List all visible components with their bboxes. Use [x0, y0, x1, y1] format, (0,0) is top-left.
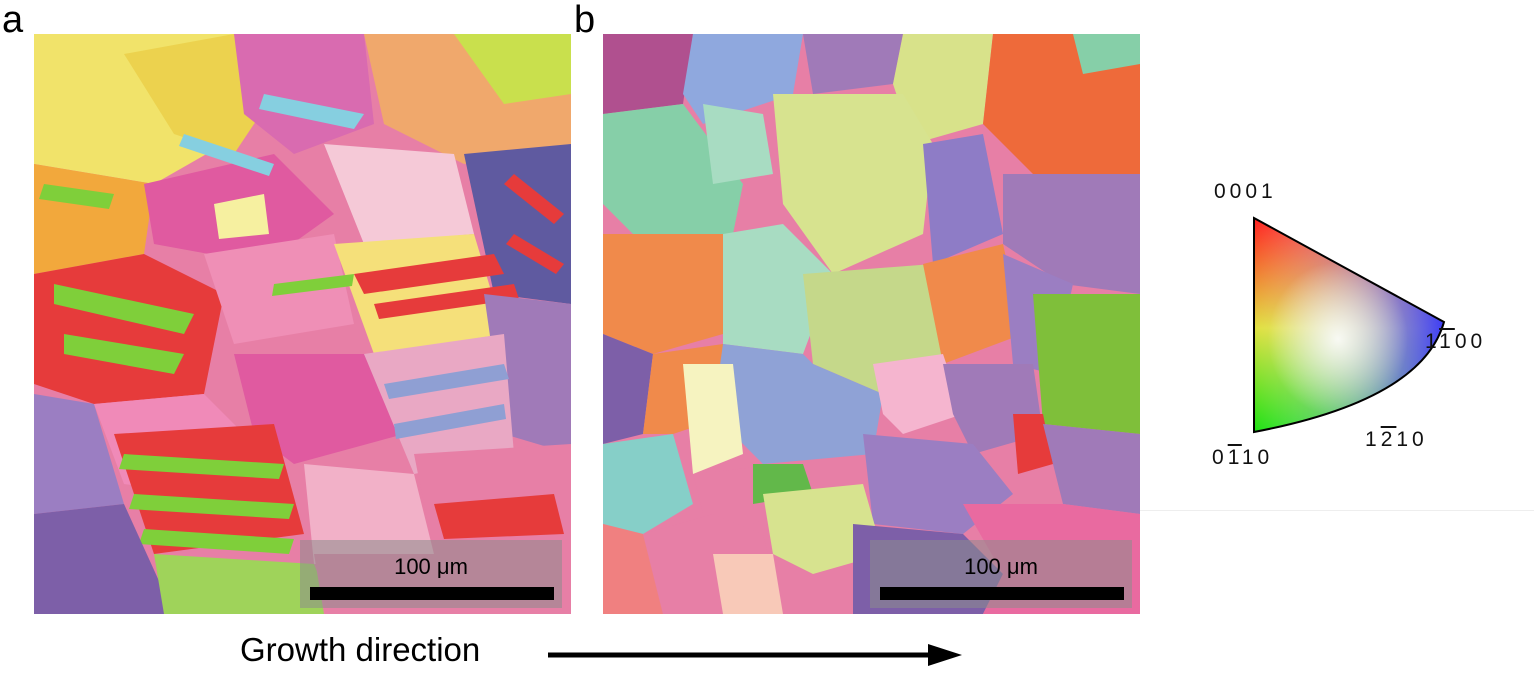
- ipf-label-1-210: 1210: [1365, 428, 1428, 452]
- ipf-triangle: [1253, 216, 1446, 434]
- ipf-0110-rest: 10: [1241, 446, 1274, 469]
- ipf-label-0-110: 0110: [1212, 446, 1273, 470]
- ipf-0110-d1: 0: [1212, 446, 1228, 469]
- ipf-1100-bar: 1: [1439, 330, 1455, 353]
- ipf-label-1-100: 1100: [1425, 330, 1486, 354]
- ebsd-map-b-graphic: [603, 34, 1140, 614]
- panel-label-a: a: [2, 0, 24, 41]
- growth-direction-arrow: [548, 644, 962, 666]
- scale-bar-b: 100 μm: [870, 540, 1132, 608]
- scale-bar-b-label: 100 μm: [964, 554, 1038, 579]
- scale-bar-a-label: 100 μm: [394, 554, 468, 579]
- ipf-1210-d1: 1: [1365, 428, 1381, 451]
- divider-line: [1140, 510, 1534, 511]
- ipf-1210-bar: 2: [1380, 428, 1397, 451]
- ipf-1210-rest: 10: [1396, 428, 1428, 451]
- ipf-label-0001: 0001: [1214, 180, 1277, 203]
- ebsd-map-a-graphic: [34, 34, 571, 614]
- scale-bar-b-line: [880, 587, 1124, 600]
- scale-bar-a: 100 μm: [300, 540, 562, 608]
- ipf-1100-d1: 1: [1425, 330, 1440, 353]
- ipf-1100-rest: 00: [1454, 330, 1487, 353]
- ipf-color-key: 0001 1100 1210 0110: [1200, 180, 1534, 480]
- ebsd-map-a: [34, 34, 571, 614]
- panel-label-b: b: [574, 0, 596, 41]
- growth-direction-label: Growth direction: [240, 631, 481, 668]
- ipf-0110-bar: 1: [1227, 446, 1242, 469]
- ebsd-map-b: [603, 34, 1140, 614]
- scale-bar-a-line: [310, 587, 554, 600]
